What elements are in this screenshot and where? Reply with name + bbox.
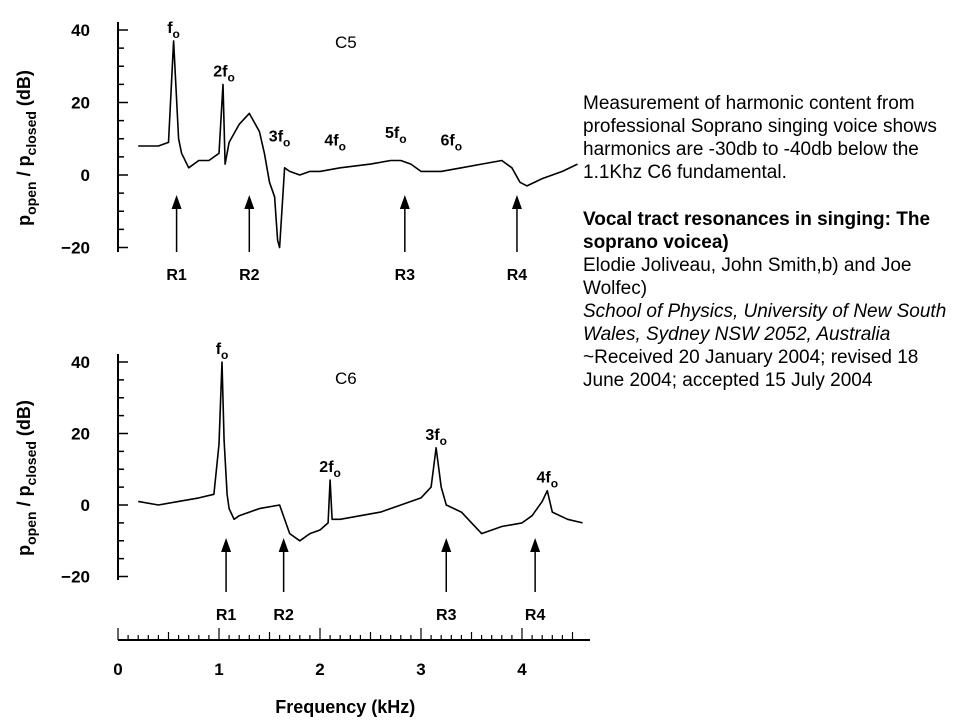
panel-label: C6 bbox=[335, 369, 357, 388]
x-tick-label: 4 bbox=[517, 660, 527, 679]
harmonic-label: 4fo bbox=[536, 470, 558, 491]
x-tick-label: 0 bbox=[113, 660, 122, 679]
chart-panel-C5: 40 20 0 −20 popen / pclosed (dB) C5 fo 2fo 3fo 4f… bbox=[14, 20, 578, 284]
arrow-head bbox=[441, 538, 452, 552]
resonance-label: R2 bbox=[273, 607, 294, 624]
citation-affiliation: School of Physics, University of New Sou… bbox=[583, 301, 947, 345]
citation-authors: Elodie Joliveau, John Smith,b) and Joe W… bbox=[583, 255, 912, 299]
resonance-label: R2 bbox=[239, 267, 260, 284]
panel-label: C5 bbox=[335, 33, 357, 52]
resonance-label: R4 bbox=[525, 607, 546, 624]
arrow-head bbox=[530, 538, 541, 552]
arrow-head bbox=[171, 195, 182, 209]
y-tick-label: 20 bbox=[71, 425, 90, 444]
citation-title: Vocal tract resonances in singing: The s… bbox=[583, 209, 931, 253]
y-tick-label: 0 bbox=[81, 496, 90, 515]
harmonic-label: 6fo bbox=[441, 132, 463, 153]
y-tick-label: 0 bbox=[81, 166, 90, 185]
y-tick-label: 40 bbox=[71, 21, 90, 40]
spectrum-line bbox=[138, 40, 578, 249]
harmonic-label: fo bbox=[216, 341, 229, 362]
citation-received: ~Received 20 January 2004; revised 18 Ju… bbox=[583, 347, 919, 391]
spectrum-line bbox=[138, 361, 583, 542]
y-tick-label: 40 bbox=[71, 353, 90, 372]
harmonic-label: 3fo bbox=[269, 129, 291, 150]
resonance-label: R3 bbox=[395, 267, 416, 284]
resonance-label: R1 bbox=[216, 607, 237, 624]
arrow-head bbox=[221, 538, 232, 552]
resonance-label: R4 bbox=[507, 267, 528, 284]
arrow-head bbox=[278, 538, 289, 552]
x-tick-label: 2 bbox=[315, 660, 324, 679]
x-tick-label: 1 bbox=[214, 660, 223, 679]
harmonic-label: 4fo bbox=[324, 132, 346, 153]
text-panel: Measurement of harmonic content from pro… bbox=[583, 92, 955, 392]
y-axis-label: popen / pclosed (dB) bbox=[14, 70, 39, 226]
y-tick-label: −20 bbox=[61, 568, 90, 587]
harmonic-label: 2fo bbox=[319, 459, 341, 480]
arrow-head bbox=[244, 195, 255, 209]
arrow-head bbox=[399, 195, 410, 209]
harmonic-label: fo bbox=[167, 20, 180, 41]
arrow-head bbox=[511, 195, 522, 209]
harmonic-label: 5fo bbox=[385, 125, 407, 146]
harmonic-label: 2fo bbox=[213, 63, 235, 84]
y-tick-label: 20 bbox=[71, 94, 90, 113]
resonance-label: R1 bbox=[166, 267, 187, 284]
harmonic-label: 3fo bbox=[425, 427, 447, 448]
y-axis-label: popen / pclosed (dB) bbox=[14, 400, 39, 556]
y-tick-label: −20 bbox=[61, 239, 90, 258]
x-axis-label: Frequency (kHz) bbox=[275, 697, 415, 717]
x-tick-label: 3 bbox=[416, 660, 425, 679]
summary-text: Measurement of harmonic content from pro… bbox=[583, 93, 937, 183]
resonance-label: R3 bbox=[436, 607, 457, 624]
